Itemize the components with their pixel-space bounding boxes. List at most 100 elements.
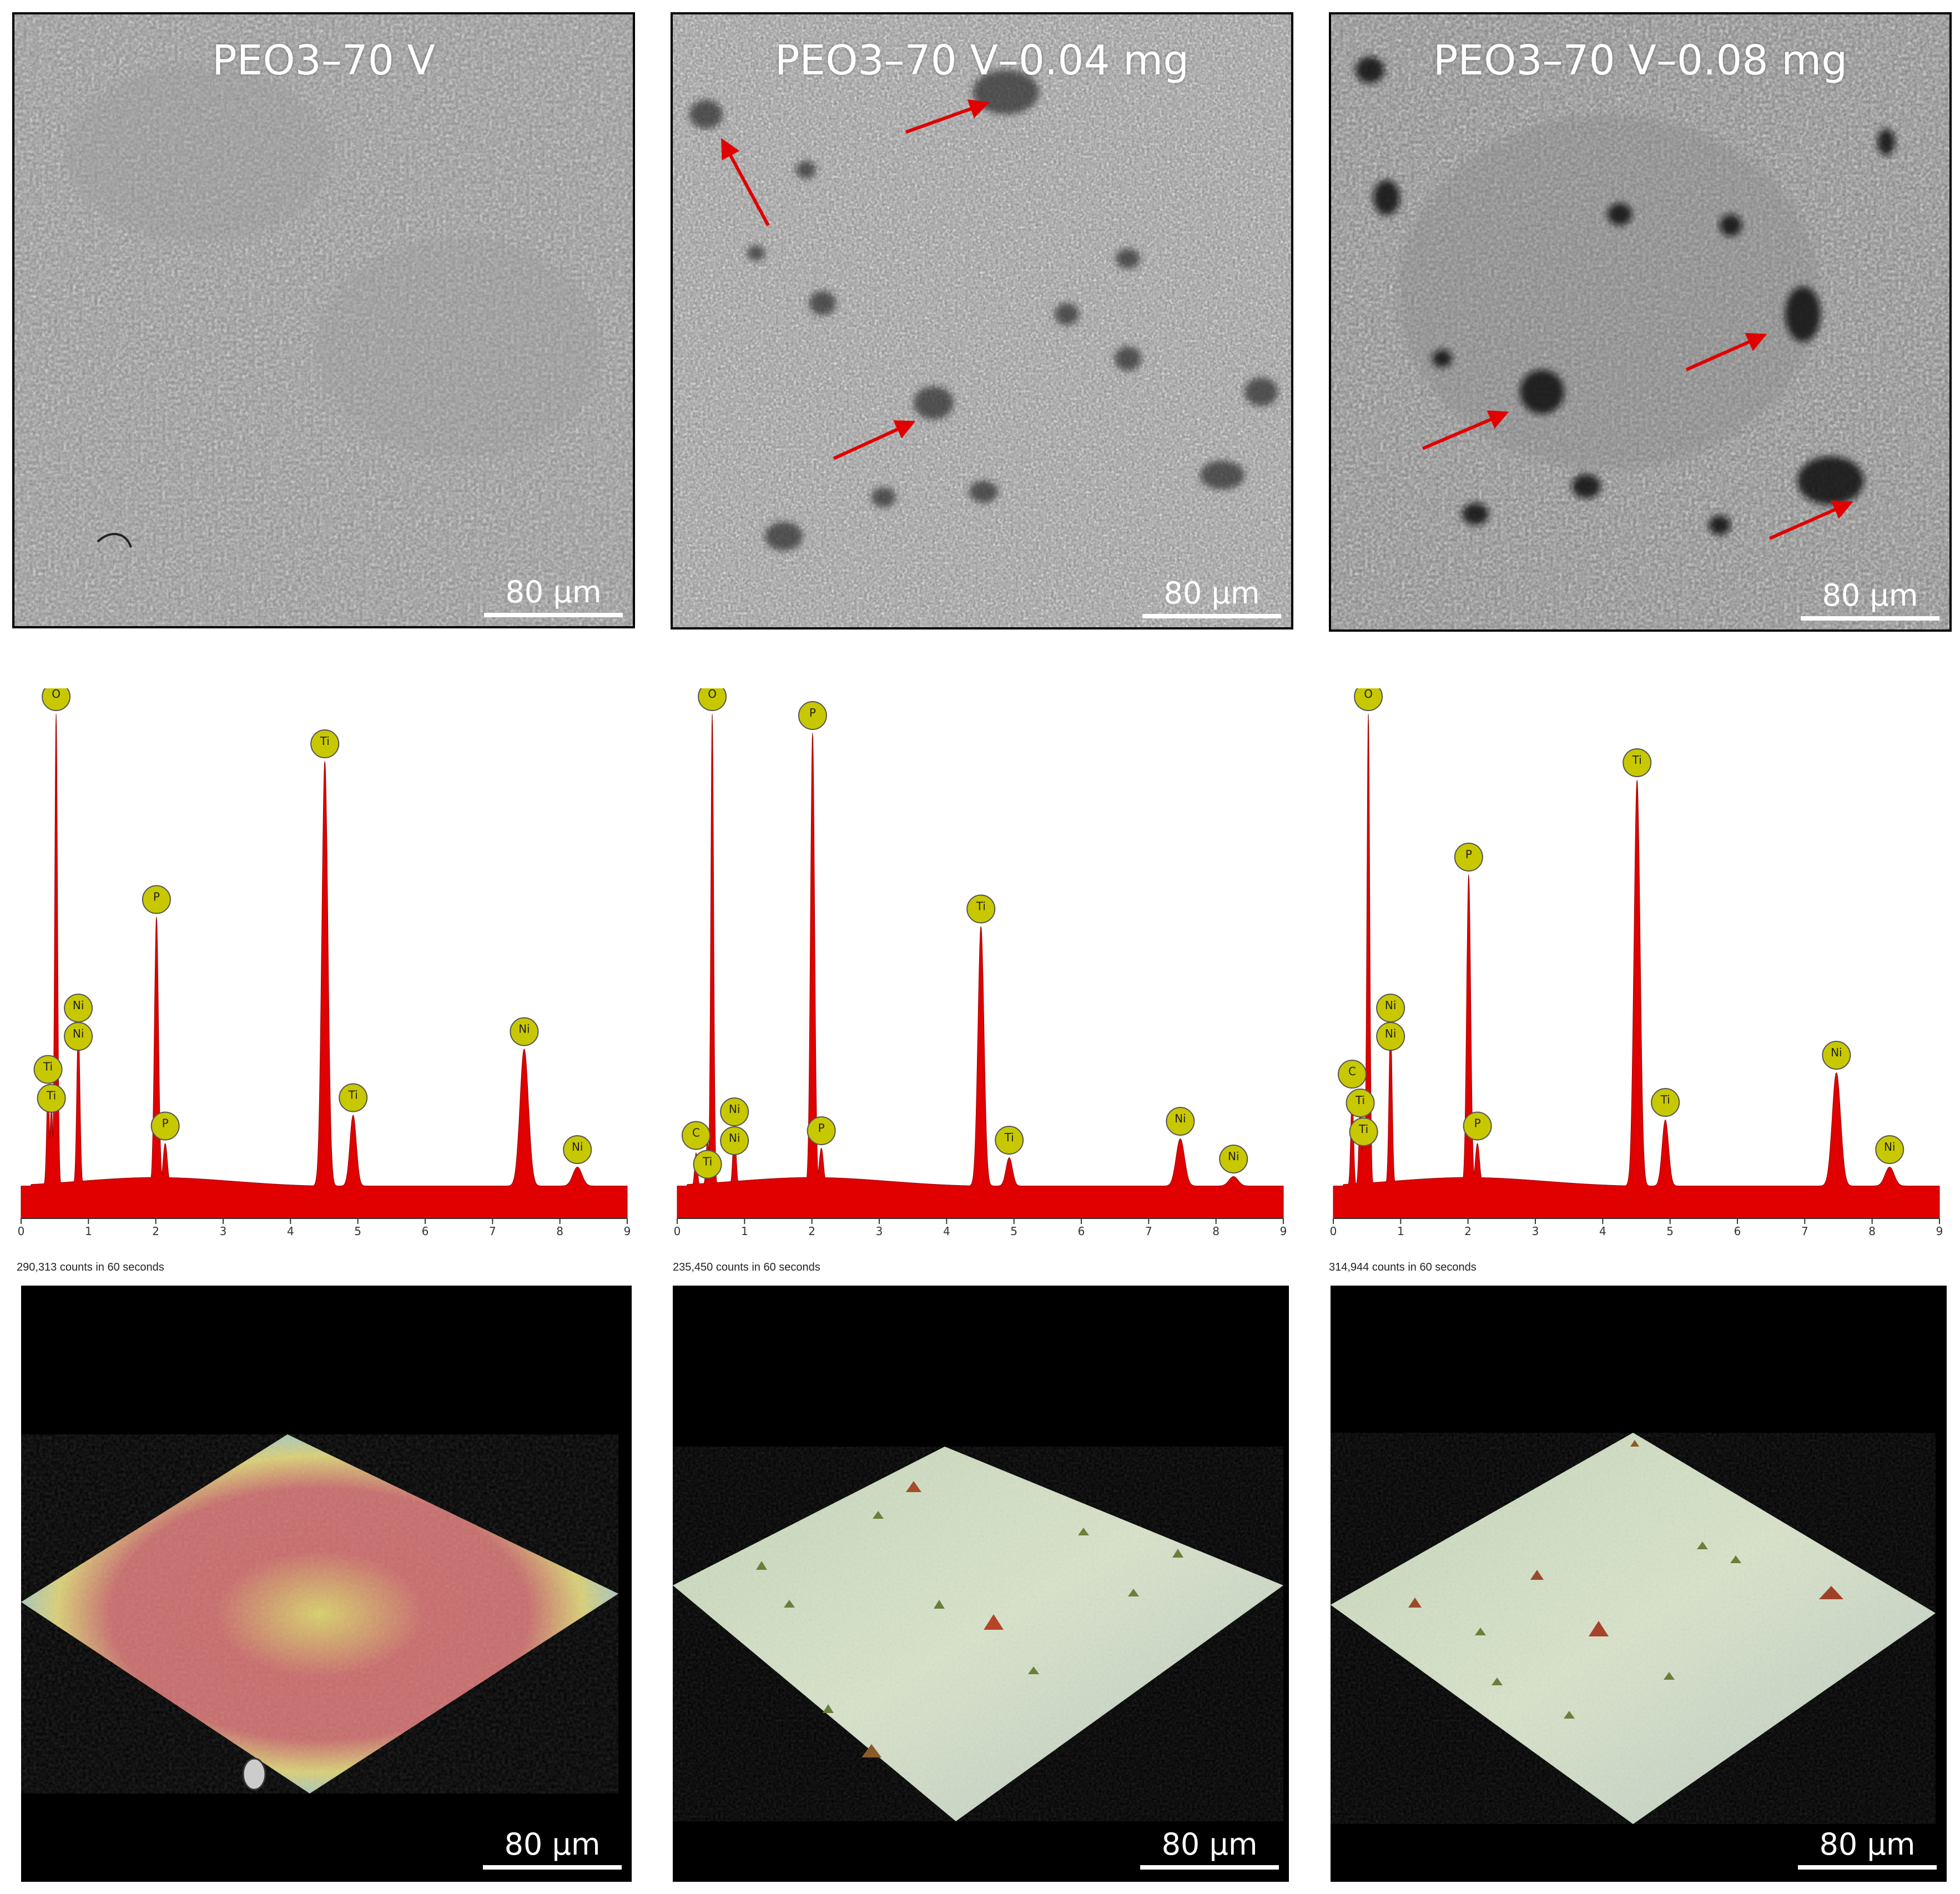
svg-text:Ni: Ni <box>1385 999 1397 1012</box>
x-tick-label: 7 <box>1801 1225 1808 1238</box>
x-tick-label: 5 <box>1010 1225 1017 1238</box>
topography-3d-2: 80 μm <box>673 1286 1289 1882</box>
peak-label: Ti <box>693 1150 722 1179</box>
peak-label: Ti <box>33 1055 63 1084</box>
svg-text:Ni: Ni <box>1175 1112 1186 1125</box>
counts-label: 314,944 counts in 60 seconds <box>1329 1261 1477 1273</box>
svg-text:Ni: Ni <box>73 999 84 1012</box>
peak-label: P <box>807 1116 836 1145</box>
svg-text:C: C <box>692 1126 700 1140</box>
scale-line <box>1801 616 1939 621</box>
x-tick-label: 7 <box>489 1225 496 1238</box>
x-tick-label: 6 <box>1734 1225 1741 1238</box>
scale-line <box>1798 1865 1937 1870</box>
peak-label: C <box>681 1121 711 1150</box>
x-tick-label: 1 <box>1397 1225 1404 1238</box>
svg-text:O: O <box>1364 688 1373 701</box>
peak-label: P <box>1454 843 1483 872</box>
peak-label: P <box>1463 1111 1492 1141</box>
x-tick-label: 2 <box>152 1225 159 1238</box>
scale-bar: 80 μm <box>1798 1826 1937 1870</box>
topography-3d-1: 80 μm <box>21 1286 632 1882</box>
dark-particles <box>1356 57 1895 535</box>
sem-image-2: PEO3–70 V–0.04 mg 80 μm <box>671 12 1293 629</box>
scale-label: 80 μm <box>504 1827 601 1862</box>
scale-label: 80 μm <box>1819 1827 1916 1862</box>
red-arrow <box>1768 500 1853 540</box>
scale-bar: 80 μm <box>484 574 623 617</box>
x-tick-label: 2 <box>1464 1225 1472 1238</box>
peak-label: Ni <box>510 1017 539 1046</box>
x-tick-label: 4 <box>1599 1225 1606 1238</box>
peak-label: Ni <box>64 994 93 1022</box>
scale-label: 80 μm <box>1822 578 1918 613</box>
peak-label: Ni <box>1822 1041 1851 1070</box>
peak-label: O <box>698 688 727 711</box>
red-arrow <box>833 420 916 460</box>
x-tick-label: 8 <box>556 1225 563 1238</box>
arrows-layer <box>1422 333 1853 540</box>
spectrum-area <box>1333 714 1940 1219</box>
svg-text:P: P <box>153 890 160 904</box>
svg-text:Ni: Ni <box>572 1140 583 1153</box>
svg-text:Ti: Ti <box>1632 753 1642 767</box>
eds-spectrum-3: 0 1 2 3 4 5 6 7 8 9 O C Ti Ti Ni Ni P P Ti Ti Ni Ni 314,944 c… <box>1329 688 1951 1288</box>
eds-chart: 0 1 2 3 4 5 6 7 8 9 O C Ti Ti Ni Ni P P Ti Ti Ni Ni <box>1330 688 1943 1238</box>
x-tick-label: 7 <box>1145 1225 1152 1238</box>
peak-label: Ti <box>995 1126 1024 1155</box>
x-tick-label: 4 <box>287 1225 294 1238</box>
sem-image-1: PEO3–70 V 80 μm <box>12 12 635 628</box>
surface-peaks <box>756 1481 1183 1757</box>
svg-text:Ti: Ti <box>348 1089 358 1102</box>
peak-label: Ti <box>1349 1117 1378 1146</box>
svg-text:O: O <box>708 688 717 701</box>
peak-label: Ni <box>1219 1145 1248 1173</box>
x-tick-label: 9 <box>624 1225 631 1238</box>
peak-label: O <box>42 688 71 711</box>
x-tick-label: 5 <box>1666 1225 1674 1238</box>
peak-label: Ni <box>64 1022 93 1051</box>
peak-label: Ti <box>1346 1089 1375 1117</box>
red-arrow <box>905 99 990 134</box>
x-tick-label: 1 <box>85 1225 92 1238</box>
svg-text:Ti: Ti <box>976 900 986 913</box>
scale-bar: 80 μm <box>1140 1826 1279 1870</box>
svg-text:Ti: Ti <box>1355 1094 1365 1107</box>
x-tick-label: 3 <box>876 1225 883 1238</box>
eds-chart: 0 1 2 3 4 5 6 7 8 9 O C Ti Ni Ni P P Ti Ti Ni Ni <box>674 688 1287 1238</box>
svg-text:O: O <box>52 688 61 701</box>
svg-text:Ti: Ti <box>1358 1122 1368 1136</box>
svg-text:Ti: Ti <box>1660 1093 1670 1106</box>
svg-text:P: P <box>1465 848 1472 861</box>
sem-title: PEO3–70 V–0.08 mg <box>1433 37 1848 84</box>
svg-text:C: C <box>1348 1065 1356 1078</box>
x-tick-label: 9 <box>1280 1225 1287 1238</box>
scale-line <box>484 613 623 617</box>
svg-text:Ni: Ni <box>729 1102 740 1116</box>
scale-bar: 80 μm <box>1142 575 1281 618</box>
scale-bar: 80 μm <box>1801 577 1939 621</box>
peak-label: Ti <box>339 1083 368 1112</box>
svg-text:Ni: Ni <box>518 1022 530 1036</box>
sem-title: PEO3–70 V–0.04 mg <box>774 37 1190 84</box>
svg-text:P: P <box>809 706 816 719</box>
x-tick-label: 0 <box>18 1225 25 1238</box>
counts-label: 235,450 counts in 60 seconds <box>673 1261 820 1273</box>
scale-line <box>483 1865 622 1870</box>
peak-label: P <box>798 701 827 730</box>
scale-line <box>1140 1865 1279 1870</box>
arrows-layer <box>721 99 990 460</box>
topography-3d-3: 80 μm <box>1331 1286 1947 1882</box>
svg-text:Ni: Ni <box>729 1131 740 1145</box>
peak-label: Ni <box>720 1097 749 1126</box>
svg-text:Ti: Ti <box>320 734 330 748</box>
scale-line <box>1142 614 1281 618</box>
peak-label: Ni <box>1166 1107 1195 1136</box>
peak-label: Ti <box>310 729 340 758</box>
peak-label: Ti <box>37 1084 66 1113</box>
x-tick-label: 0 <box>1330 1225 1337 1238</box>
x-tick-label: 0 <box>674 1225 681 1238</box>
peak-label: O <box>1354 688 1383 711</box>
peak-label: C <box>1337 1060 1367 1089</box>
peak-label: P <box>150 1111 180 1141</box>
